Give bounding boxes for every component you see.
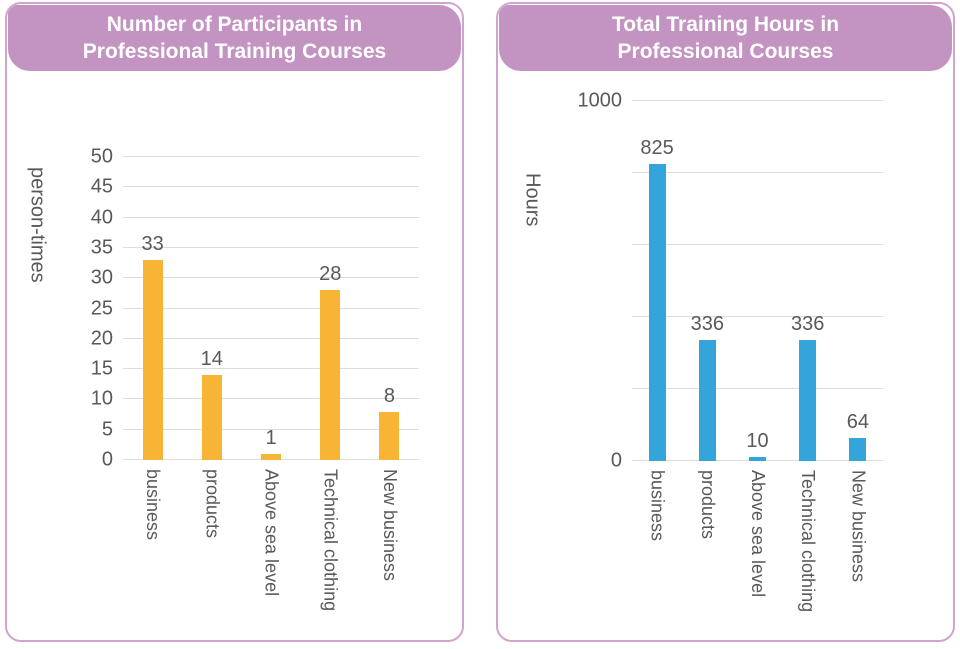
bar-slot: 33 <box>123 157 182 460</box>
bars-group: 825 336 10 336 64 <box>632 101 883 461</box>
chart-title-line: Professional Courses <box>617 40 834 63</box>
category-slot: New business <box>833 461 883 612</box>
y-tick-label: 10 <box>90 387 113 410</box>
bar-value-label: 33 <box>141 233 164 256</box>
bar-chart-participants: person-times 0 5 10 15 20 25 30 35 40 45 50 33 14 1 2… <box>7 71 462 611</box>
x-axis-category-labels: business products Above sea level Technical… <box>123 460 419 611</box>
bar-slot: 336 <box>783 101 833 461</box>
y-tick-label: 15 <box>90 357 113 380</box>
gridline <box>123 428 419 430</box>
bar-value-label: 825 <box>640 137 674 159</box>
bars-group: 33 14 1 28 8 <box>123 157 419 460</box>
plot-area: 33 14 1 28 8 <box>123 156 419 460</box>
bar-value-label: 1 <box>265 426 277 449</box>
category-label: New business <box>379 469 400 582</box>
bar-value-label: 28 <box>319 263 342 286</box>
y-axis-tick-labels: 0 5 10 15 20 25 30 35 40 45 50 <box>61 146 123 471</box>
category-label: business <box>143 469 164 541</box>
bar <box>142 260 163 460</box>
category-label: New business <box>848 470 869 583</box>
bar-slot: 64 <box>833 101 883 461</box>
bar-slot: 28 <box>301 157 360 460</box>
chart-title-line: Total Training Hours in <box>611 13 840 36</box>
chart-title-participants: Number of Participants in Professional T… <box>8 5 461 71</box>
y-tick-label: 40 <box>90 206 113 229</box>
bar <box>849 437 867 461</box>
bar-value-label: 8 <box>383 384 395 407</box>
bar-slot: 8 <box>360 157 419 460</box>
gridline <box>123 186 419 188</box>
chart-title-line: Number of Participants in <box>106 13 363 36</box>
y-tick-label: 35 <box>90 236 113 259</box>
y-axis-tick-labels: 0 1000 <box>558 90 632 472</box>
y-axis-title: person-times <box>26 167 49 283</box>
category-label: business <box>647 470 668 542</box>
gridline <box>632 244 883 245</box>
y-tick-label: 5 <box>101 418 113 441</box>
category-slot: business <box>632 461 682 612</box>
category-label: Above sea level <box>748 470 768 598</box>
y-axis-title: Hours <box>521 173 544 227</box>
gridline <box>123 216 419 218</box>
bar <box>749 457 766 461</box>
bar-slot: 825 <box>632 101 682 461</box>
chart-card-participants: Number of Participants in Professional T… <box>5 2 464 642</box>
gridline <box>123 337 419 339</box>
gridline <box>123 156 419 157</box>
gridline <box>632 316 883 317</box>
category-slot: Technical clothing <box>301 460 360 611</box>
gridline <box>632 100 883 101</box>
y-tick-label: 45 <box>90 175 113 198</box>
gridline <box>123 307 419 309</box>
gridline <box>123 246 419 248</box>
bar-value-label: 10 <box>746 430 769 453</box>
bar-value-label: 64 <box>846 410 870 433</box>
bar-chart-hours: Hours 0 1000 825 336 10 336 64 business produc… <box>498 71 953 612</box>
y-tick-label: 20 <box>90 327 113 350</box>
bar-slot: 336 <box>682 101 732 461</box>
bar <box>201 375 222 460</box>
y-tick-label: 30 <box>90 266 113 289</box>
category-label: products <box>202 469 223 539</box>
bar <box>698 340 716 461</box>
bar <box>379 411 400 460</box>
category-slot: Technical clothing <box>783 461 833 612</box>
category-slot: business <box>123 460 182 611</box>
y-tick-label: 1000 <box>577 89 623 112</box>
bar-slot: 1 <box>241 157 300 460</box>
category-slot: products <box>682 461 732 612</box>
chart-title-hours: Total Training Hours in Professional Cou… <box>499 5 952 71</box>
gridline <box>123 368 419 370</box>
gridline <box>123 398 419 400</box>
y-tick-label: 0 <box>101 448 113 471</box>
chart-title-line: Professional Training Courses <box>82 40 387 63</box>
bar <box>648 164 666 461</box>
gridline <box>123 277 419 279</box>
y-tick-label: 50 <box>90 145 113 168</box>
y-tick-label: 25 <box>90 297 113 319</box>
bar-value-label: 14 <box>200 348 223 371</box>
chart-card-hours: Total Training Hours in Professional Cou… <box>496 2 955 642</box>
gridline <box>632 172 883 173</box>
category-slot: Above sea level <box>241 460 300 611</box>
category-label: Technical clothing <box>798 470 819 613</box>
bar <box>799 340 817 461</box>
bar-value-label: 336 <box>791 313 825 336</box>
category-slot: New business <box>360 460 419 611</box>
bar-slot: 10 <box>732 101 782 461</box>
bar-slot: 14 <box>182 157 241 460</box>
y-tick-label: 0 <box>610 449 622 472</box>
category-label: Above sea level <box>261 469 282 597</box>
plot-area: 825 336 10 336 64 <box>632 100 883 461</box>
bar <box>320 290 341 460</box>
category-label: Technical clothing <box>320 469 341 612</box>
category-slot: products <box>182 460 241 611</box>
category-label: products <box>697 470 718 540</box>
x-axis-category-labels: business products Above sea level Technical… <box>632 461 883 612</box>
bar-value-label: 336 <box>690 313 724 336</box>
bar <box>261 453 281 460</box>
category-slot: Above sea level <box>732 461 782 612</box>
gridline <box>632 388 883 389</box>
